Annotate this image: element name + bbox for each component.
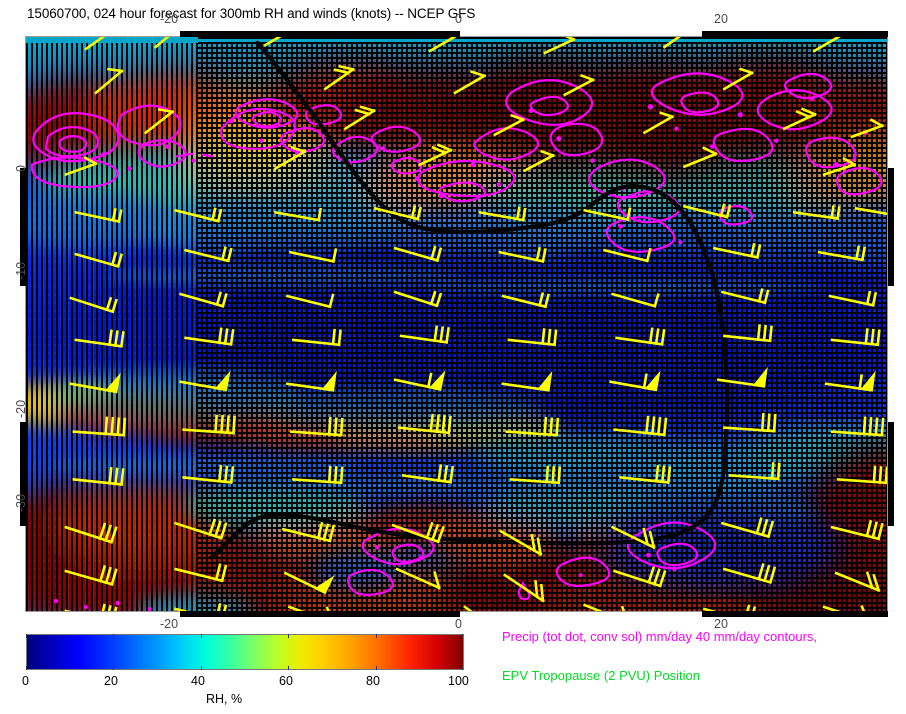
legend-epv-label: EPV Tropopause (2 PVU) Position	[502, 668, 700, 683]
precip-contours	[30, 72, 883, 611]
colorbar-tick-80: 80	[366, 674, 380, 688]
axis-bar-top-1	[180, 31, 460, 37]
axis-label-y-0: 0	[14, 165, 28, 172]
colorbar-title: RH, %	[206, 692, 243, 706]
axis-bar-bottom-2	[702, 611, 888, 617]
colorbar-ticks	[26, 634, 464, 670]
map-panel	[25, 36, 888, 612]
axis-bar-right-2	[888, 422, 894, 526]
axis-bar-left-2	[20, 422, 26, 526]
colorbar-tick-40: 40	[191, 674, 205, 688]
colorbar-tick-20: 20	[104, 674, 118, 688]
axis-label-y-1: -10	[14, 261, 28, 280]
page-title: 15060700, 024 hour forecast for 300mb RH…	[27, 6, 476, 21]
colorbar-tick-0: 0	[22, 674, 29, 688]
axis-label-top-x-1: 0	[455, 12, 462, 26]
axis-label-top-x-0: -20	[160, 12, 179, 26]
axis-label-x-1: 0	[455, 617, 462, 631]
axis-label-y-3: -30	[14, 493, 28, 512]
epv-tropopause-line	[209, 40, 730, 560]
axis-label-top-x-2: 20	[714, 12, 728, 26]
axis-bar-top-2	[702, 31, 888, 37]
wind-barbs	[64, 37, 887, 611]
axis-bar-left-1	[20, 168, 26, 286]
axis-bar-right-1	[888, 168, 894, 286]
colorbar-tick-100: 100	[448, 674, 469, 688]
axis-bar-bottom-1	[180, 611, 460, 617]
axis-label-y-2: -20	[14, 399, 28, 418]
legend-precip-label: Precip (tot dot, conv sol) mm/day 40 mm/…	[502, 629, 818, 644]
axis-label-x-2: 20	[714, 617, 728, 631]
colorbar-tick-60: 60	[279, 674, 293, 688]
colorbar	[26, 634, 464, 670]
axis-label-x-0: -20	[160, 617, 179, 631]
map-canvas	[26, 37, 887, 611]
